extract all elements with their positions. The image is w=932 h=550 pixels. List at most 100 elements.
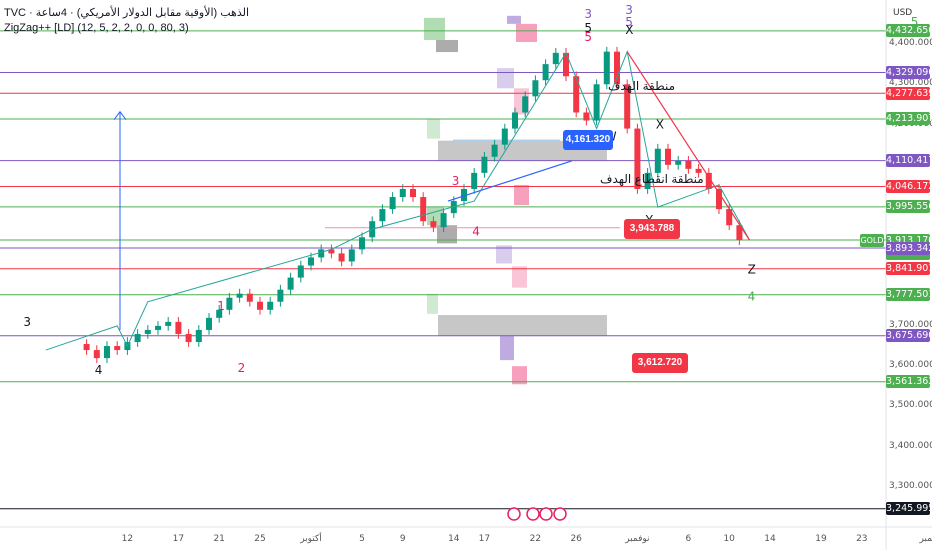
candle-body-19 bbox=[277, 289, 284, 302]
x-tick-11: نوفمبر bbox=[625, 534, 650, 544]
wave-label-7: 5 bbox=[584, 21, 592, 35]
candle-body-23 bbox=[318, 249, 325, 258]
wave-label-13: X bbox=[625, 23, 633, 37]
candle-body-32 bbox=[410, 188, 416, 198]
level-tag-6: 3,995.556 bbox=[886, 200, 932, 214]
event-icon-3 bbox=[553, 507, 567, 521]
candle-body-59 bbox=[685, 160, 692, 169]
symbol-tag: GOLD bbox=[860, 234, 884, 247]
level-tag-2: 4,277.639 bbox=[886, 86, 932, 100]
candle-body-58 bbox=[675, 160, 682, 165]
candle-body-3 bbox=[114, 346, 121, 351]
candle-body-8 bbox=[165, 321, 172, 326]
candle-body-13 bbox=[216, 309, 223, 318]
x-tick-2: 21 bbox=[213, 534, 225, 544]
candle-body-61 bbox=[705, 172, 712, 189]
level-tag-10: 3,777.501 bbox=[886, 288, 932, 302]
zone-box-6 bbox=[427, 118, 440, 139]
chart-title: TVC · الذهب (الأوقية مقابل الدولار الأمر… bbox=[4, 7, 250, 19]
zone-box-16 bbox=[512, 366, 527, 385]
candle-body-26 bbox=[348, 249, 355, 262]
candle-body-22 bbox=[308, 257, 314, 266]
callout-red-2: 3,612.720 bbox=[632, 353, 688, 373]
candle-body-49 bbox=[583, 112, 590, 121]
x-tick-0: 12 bbox=[121, 534, 134, 544]
y-tick-3: 3,700.000 bbox=[889, 319, 932, 330]
candle-body-51 bbox=[603, 51, 610, 85]
wave-label-1: 4 bbox=[95, 363, 103, 377]
wave-label-17: 4 bbox=[748, 290, 756, 304]
candle-body-18 bbox=[267, 301, 274, 310]
candle-body-9 bbox=[175, 321, 182, 334]
x-tick-3: 25 bbox=[254, 534, 266, 544]
zigzag-line bbox=[45, 49, 751, 351]
wave-label-12: 5 bbox=[625, 15, 633, 29]
candle-body-53 bbox=[624, 84, 631, 129]
candle-body-11 bbox=[195, 329, 202, 343]
candle-body-35 bbox=[440, 213, 447, 228]
level-tag-1: 4,329.096 bbox=[886, 66, 932, 80]
candle-body-62 bbox=[716, 188, 722, 210]
candle-body-2 bbox=[104, 346, 110, 359]
x-tick-6: 9 bbox=[399, 534, 406, 544]
candle-body-45 bbox=[542, 64, 549, 81]
wave-label-11: 3 bbox=[625, 3, 633, 17]
zone-box-13 bbox=[427, 293, 438, 314]
wave-label-16: Z bbox=[748, 263, 756, 277]
x-tick-15: 19 bbox=[815, 534, 827, 544]
x-tick-12: 6 bbox=[685, 534, 692, 544]
candle-body-50 bbox=[593, 84, 600, 121]
candle-body-44 bbox=[532, 80, 539, 97]
candle-body-20 bbox=[287, 277, 294, 290]
y-tick-4: 3,600.000 bbox=[889, 360, 932, 371]
indicator-label: ZigZag++ [LD] (12, 5, 2, 2, 0, 0, 80, 3) bbox=[4, 22, 189, 34]
target-zone-label: منطقة الهدف bbox=[608, 79, 675, 93]
x-tick-4: أكتوبر bbox=[300, 534, 322, 544]
zone-box-12 bbox=[512, 266, 527, 288]
candle-body-55 bbox=[644, 172, 651, 189]
candle-body-12 bbox=[206, 317, 212, 330]
callout-blue: 4,161.320 bbox=[563, 130, 613, 150]
candle-body-39 bbox=[481, 156, 488, 173]
x-tick-14: 14 bbox=[764, 534, 776, 544]
candle-body-46 bbox=[552, 52, 559, 65]
candle-body-37 bbox=[461, 188, 467, 202]
zone-box-2 bbox=[507, 15, 521, 24]
currency-label[interactable]: USD bbox=[893, 8, 913, 18]
candle-body-0 bbox=[83, 344, 90, 351]
candle-body-25 bbox=[338, 253, 345, 262]
level-tag-0: 4,432.650 bbox=[886, 24, 932, 38]
level-tag-9: 3,841.901 bbox=[886, 262, 932, 276]
y-tick-0: 4,400.000 bbox=[889, 38, 932, 48]
wave-label-6: 3 bbox=[584, 7, 592, 21]
event-icon-2 bbox=[539, 507, 553, 521]
zone-box-10 bbox=[437, 225, 457, 244]
candle-body-1 bbox=[93, 350, 100, 359]
wave-label-2: 1 bbox=[217, 299, 225, 313]
x-tick-1: 17 bbox=[172, 534, 185, 544]
wave-label-8: 5 bbox=[584, 30, 592, 44]
x-tick-16: 23 bbox=[856, 534, 868, 544]
event-icon-0 bbox=[507, 507, 521, 521]
level-tag-8: 3,893.342 bbox=[886, 241, 932, 255]
y-tick-1: 4,300.000 bbox=[889, 78, 932, 89]
level-tag-12: 3,561.362 bbox=[886, 375, 932, 389]
candle-body-41 bbox=[501, 128, 508, 145]
candle-body-40 bbox=[491, 144, 498, 157]
level-tag-11: 3,675.690 bbox=[886, 329, 932, 343]
candle-body-17 bbox=[257, 301, 263, 310]
wave-label-14: X bbox=[656, 118, 664, 132]
candle-body-48 bbox=[573, 76, 580, 113]
candle-body-33 bbox=[420, 197, 427, 222]
candle-body-47 bbox=[563, 52, 569, 77]
candle-body-42 bbox=[512, 112, 518, 129]
candle-body-56 bbox=[654, 148, 661, 173]
candle-body-57 bbox=[665, 148, 671, 165]
wave-label-18: 5 bbox=[911, 15, 919, 29]
candle-body-43 bbox=[522, 96, 529, 113]
candle-body-38 bbox=[471, 172, 478, 189]
zone-box-14 bbox=[438, 315, 607, 336]
y-tick-6: 3,400.000 bbox=[889, 440, 932, 451]
